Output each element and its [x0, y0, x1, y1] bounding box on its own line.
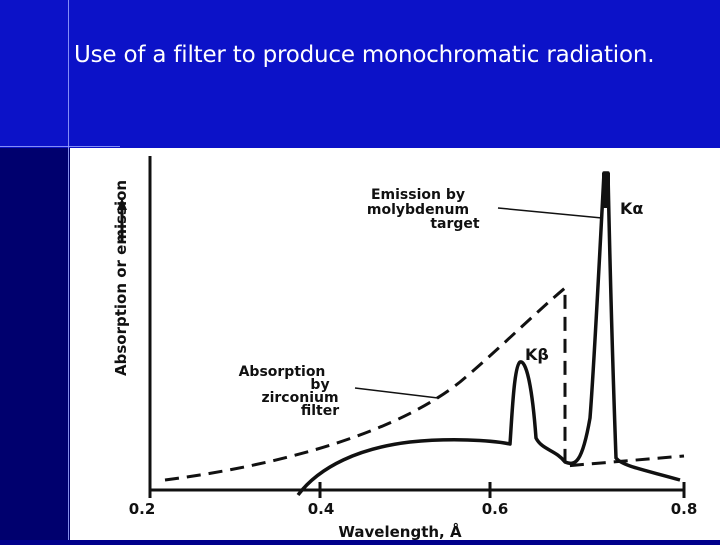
annotation-emission-line-2: molybdenum	[367, 202, 469, 218]
figure: 0.2 0.4 0.6 0.8 Wavelength, Å Absorption…	[70, 148, 720, 541]
annotation-emission-line-1: Emission by	[371, 187, 465, 203]
x-tick-label: 0.4	[308, 500, 335, 518]
x-tick-label: 0.6	[482, 500, 509, 518]
annotation-absorption-line-1: Absorption	[239, 364, 326, 380]
spectrum-diagram: 0.2 0.4 0.6 0.8 Wavelength, Å Absorption…	[112, 156, 698, 541]
annotation-absorption-line-3: zirconium	[261, 390, 338, 406]
title-band	[0, 0, 720, 148]
x-tick-label: 0.8	[671, 500, 698, 518]
decorative-vertical-line	[68, 0, 69, 540]
slide-title: Use of a filter to produce monochromatic…	[74, 42, 655, 68]
k-alpha-label: Kα	[620, 199, 643, 218]
k-beta-label: Kβ	[525, 345, 549, 364]
y-axis-label: Absorption or emission	[112, 180, 130, 376]
emission-spectrum	[296, 171, 681, 497]
x-axis-label: Wavelength, Å	[338, 522, 462, 540]
annotation-absorption-line-4: filter	[301, 403, 339, 419]
y-axis-arrowhead-icon	[117, 198, 127, 210]
decorative-horizontal-line	[0, 146, 120, 147]
annotation-emission-line-3: target	[430, 216, 480, 232]
absorption-curve	[164, 284, 685, 482]
annotation-emission-leader	[497, 207, 603, 219]
annotation-absorption-leader	[354, 387, 439, 399]
left-band	[0, 148, 70, 540]
x-tick-marks	[148, 482, 686, 498]
x-tick-label: 0.2	[129, 500, 156, 518]
annotation-absorption-line-2: by	[310, 377, 329, 393]
